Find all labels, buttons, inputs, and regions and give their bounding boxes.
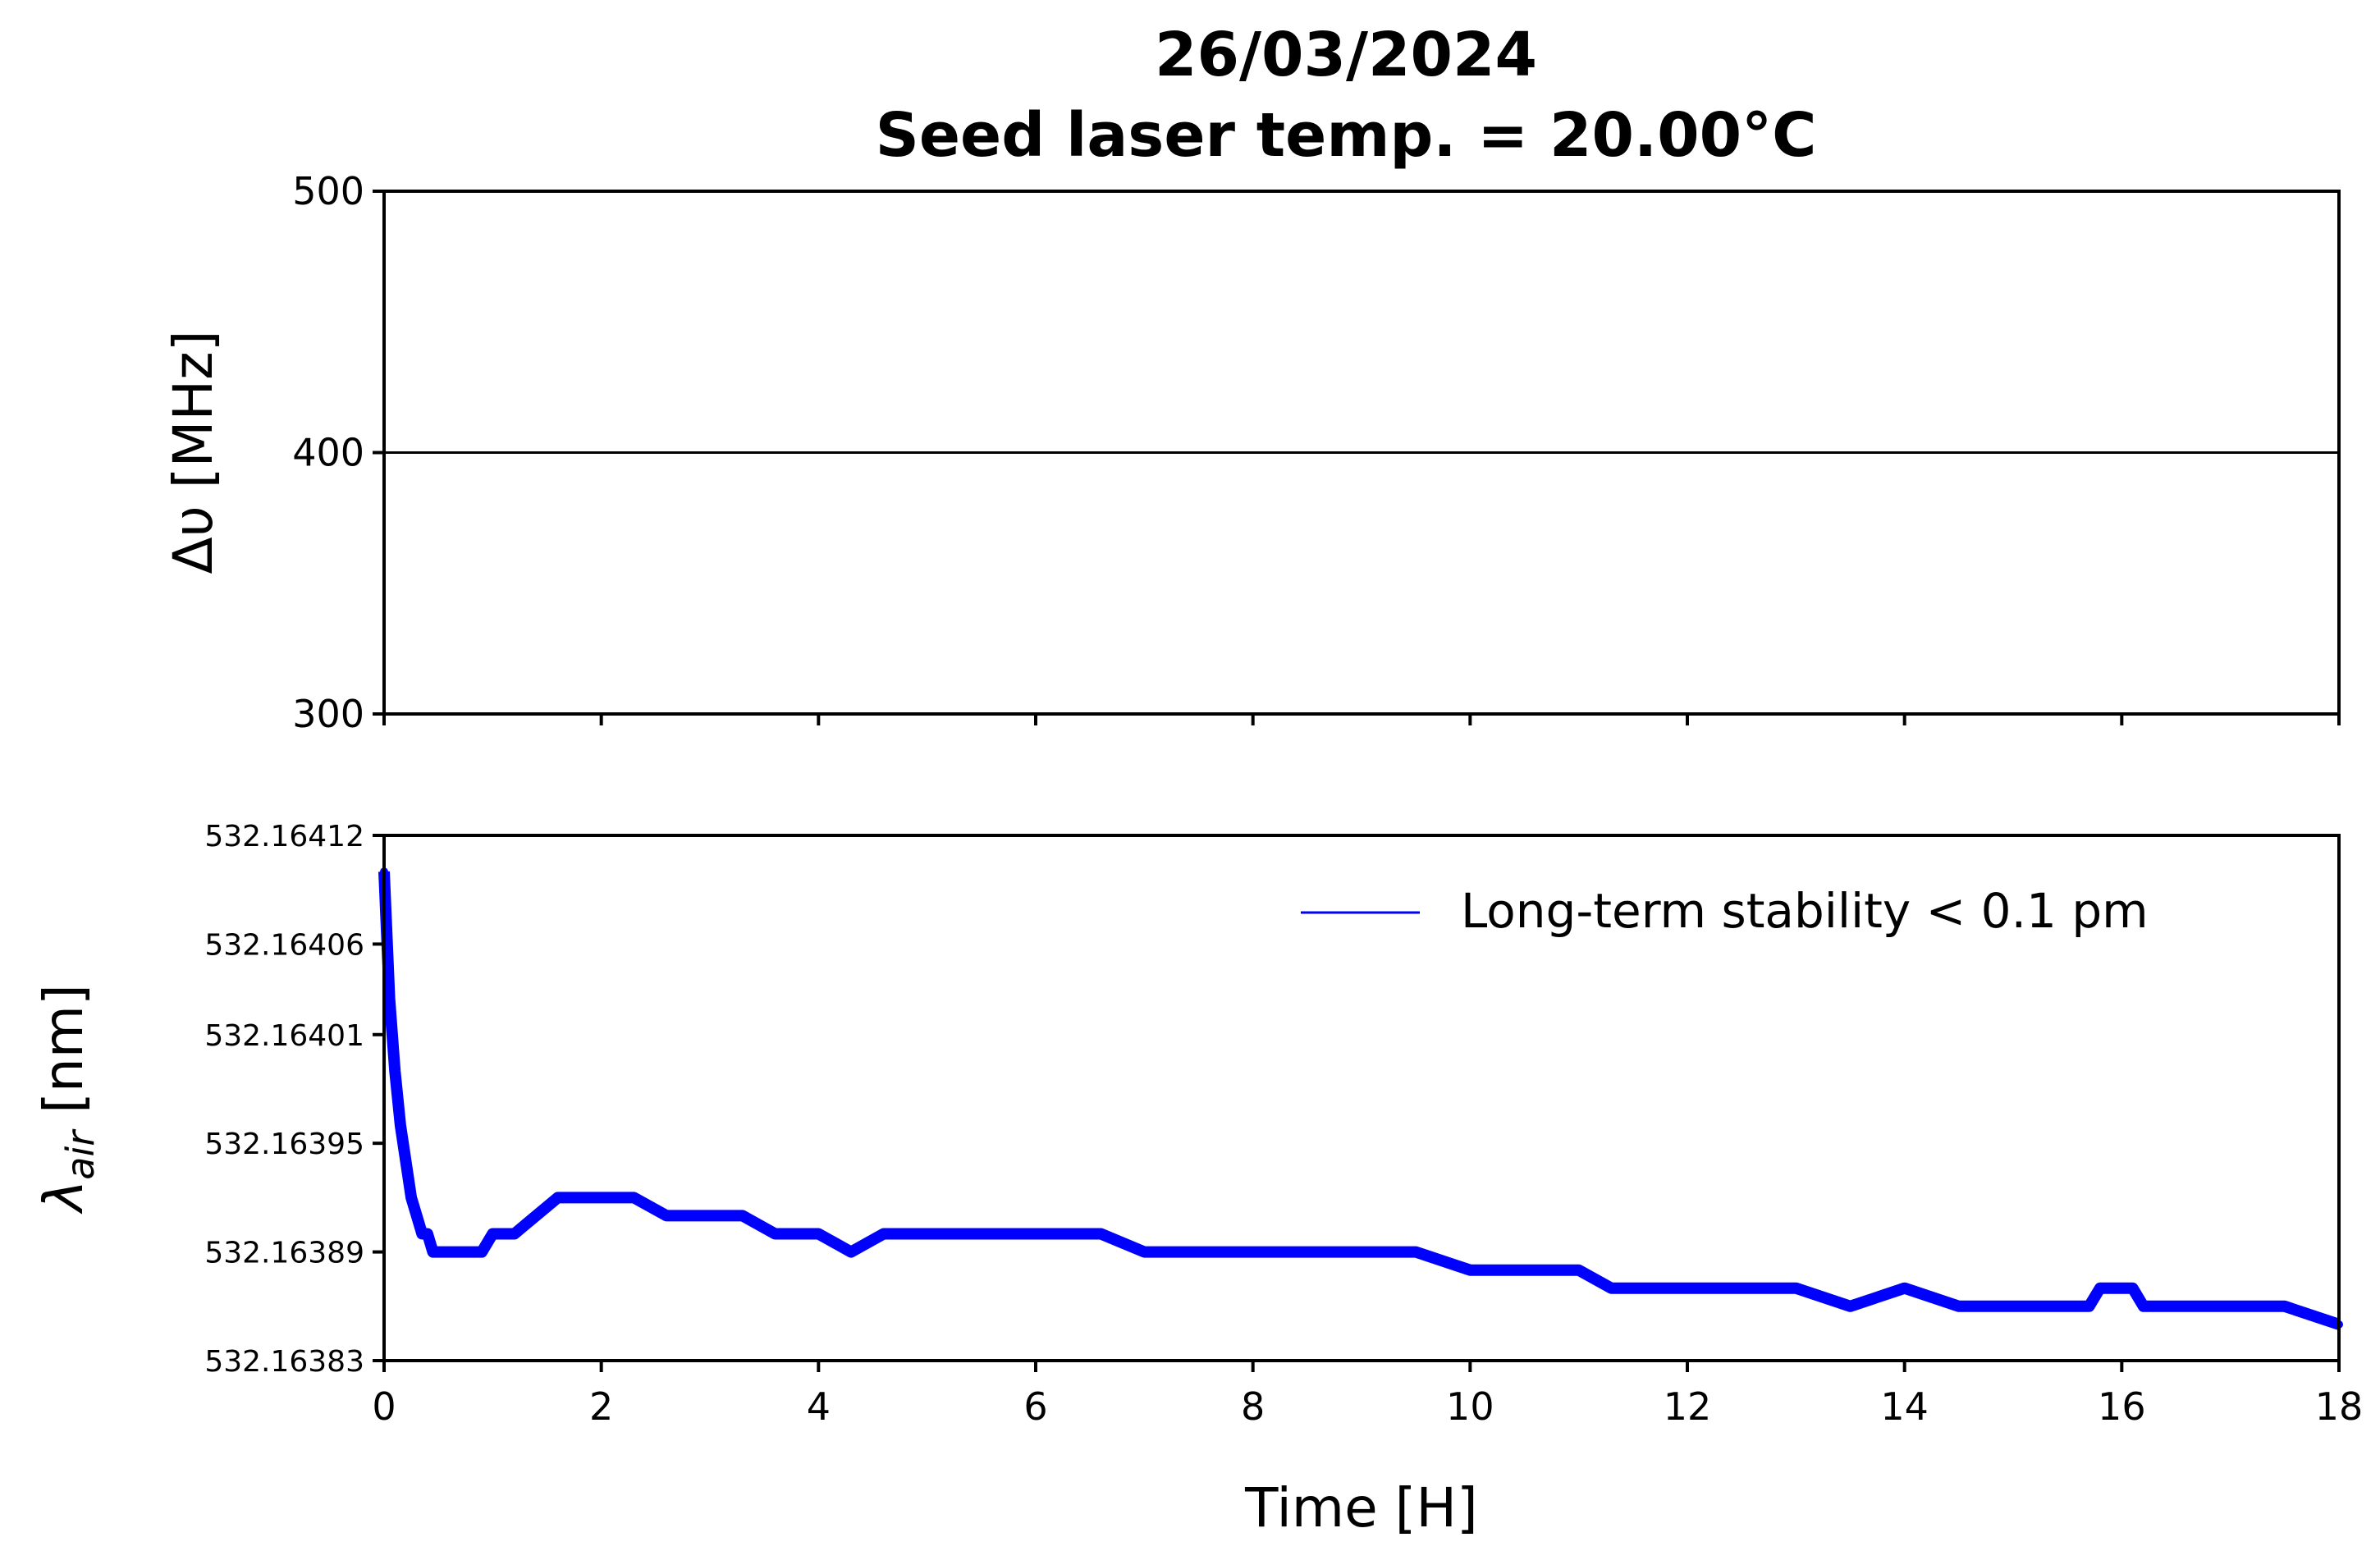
bottom-series-line-0 <box>378 871 2341 1330</box>
top-y-tick-label: 400 <box>292 431 364 475</box>
bottom-x-tick-label: 16 <box>2098 1384 2146 1429</box>
bottom-x-tick-label: 12 <box>1664 1384 1712 1429</box>
bottom-data-point <box>1053 1229 1062 1238</box>
bottom-data-point <box>1248 1247 1257 1256</box>
bottom-x-axis-label: Time [H] <box>1244 1476 1478 1540</box>
bottom-data-point <box>1357 1247 1366 1256</box>
bottom-y-tick-label: 532.16401 <box>204 1019 364 1053</box>
top-panel: 300 400 500 Δυ [MHz] <box>162 169 2341 736</box>
bottom-data-point <box>706 1211 714 1220</box>
bottom-data-point <box>2128 1283 2137 1292</box>
bottom-data-point <box>1140 1247 1149 1256</box>
bottom-data-point <box>1520 1265 1529 1274</box>
bottom-data-point <box>1302 1247 1311 1256</box>
bottom-x-tick-label: 2 <box>589 1384 613 1429</box>
bottom-data-point <box>1737 1283 1746 1292</box>
bottom-data-point <box>629 1193 638 1202</box>
bottom-data-point <box>1846 1302 1855 1311</box>
bottom-data-point <box>423 1229 432 1238</box>
legend: Long-term stability < 0.1 pm <box>1301 883 2149 939</box>
bottom-data-point <box>385 994 394 1003</box>
lambda-unit: [nm] <box>32 984 95 1131</box>
bottom-x-tick-label: 18 <box>2315 1384 2364 1429</box>
bottom-data-point <box>597 1193 606 1202</box>
legend-label: Long-term stability < 0.1 pm <box>1461 883 2149 939</box>
bottom-data-point <box>738 1211 747 1220</box>
bottom-x-tick-label: 8 <box>1241 1384 1265 1429</box>
bottom-y-ticks: 532.16383 532.16389 532.16395 532.16401 532.… <box>204 820 384 1379</box>
lambda-symbol: λ <box>32 1180 95 1215</box>
bottom-data-point <box>2009 1302 2017 1311</box>
top-y-tick-label: 300 <box>292 692 364 736</box>
bottom-panel: 532.16383 532.16389 532.16395 532.16401 532.… <box>32 820 2363 1540</box>
bottom-x-tick-label: 10 <box>1446 1384 1494 1429</box>
bottom-data-point <box>396 1121 405 1130</box>
bottom-data-point <box>2052 1302 2061 1311</box>
bottom-data-point <box>2226 1302 2235 1311</box>
bottom-data-point <box>922 1229 931 1238</box>
bottom-x-tick-label: 14 <box>1880 1384 1929 1429</box>
bottom-data-point <box>879 1229 888 1238</box>
top-y-axis-label: Δυ [MHz] <box>162 330 225 574</box>
bottom-data-point <box>412 1211 421 1220</box>
bottom-y-tick-label: 532.16406 <box>204 928 364 962</box>
bottom-data-point <box>814 1229 823 1238</box>
bottom-data-point <box>1900 1283 1909 1292</box>
bottom-data-point <box>510 1229 519 1238</box>
bottom-data-point <box>488 1229 497 1238</box>
bottom-data-point <box>771 1229 780 1238</box>
bottom-data-point <box>575 1193 584 1202</box>
bottom-x-tick-label: 6 <box>1023 1384 1047 1429</box>
bottom-data-point <box>966 1229 975 1238</box>
top-axes-frame <box>382 190 2341 716</box>
bottom-data-point <box>847 1247 856 1256</box>
bottom-data-point <box>532 1211 541 1220</box>
bottom-data-point <box>1607 1283 1616 1292</box>
bottom-data-point <box>2095 1283 2104 1292</box>
bottom-y-tick-label: 532.16383 <box>204 1345 364 1379</box>
bottom-data-point <box>1466 1265 1475 1274</box>
bottom-data-point <box>2280 1302 2289 1311</box>
lambda-subscript: air <box>58 1128 103 1180</box>
chart-title-date: 26/03/2024 <box>1155 20 1537 90</box>
bottom-data-point <box>1096 1229 1105 1238</box>
bottom-data-point <box>407 1193 416 1202</box>
bottom-series-group <box>378 867 2343 1330</box>
bottom-axes-frame <box>382 834 2341 1362</box>
chart-title-temperature: Seed laser temp. = 20.00°C <box>876 100 1817 171</box>
bottom-data-point <box>2182 1302 2191 1311</box>
bottom-y-tick-label: 532.16389 <box>204 1237 364 1270</box>
bottom-data-point <box>1954 1302 1963 1311</box>
top-y-ticks: 300 400 500 <box>292 169 384 736</box>
bottom-data-point <box>1683 1283 1691 1292</box>
bottom-data-point <box>1792 1283 1801 1292</box>
bottom-x-tick-label: 4 <box>807 1384 831 1429</box>
bottom-data-point <box>662 1211 671 1220</box>
bottom-data-point <box>1009 1229 1018 1238</box>
bottom-x-tick-label: 0 <box>372 1384 396 1429</box>
bottom-data-point <box>478 1247 487 1256</box>
bottom-data-point <box>2139 1302 2148 1311</box>
bottom-data-point <box>1640 1283 1649 1292</box>
bottom-data-point <box>553 1193 562 1202</box>
bottom-data-point <box>1574 1265 1583 1274</box>
bottom-data-point <box>434 1247 443 1256</box>
top-x-ticks <box>382 714 2341 725</box>
bottom-data-point <box>1173 1247 1182 1256</box>
bottom-data-point <box>1205 1247 1214 1256</box>
bottom-y-tick-label: 532.16412 <box>204 820 364 853</box>
bottom-x-ticks: 0 2 4 6 8 10 12 14 16 18 <box>372 1361 2363 1429</box>
bottom-y-axis-label: λair [nm] <box>32 984 103 1215</box>
bottom-data-point <box>455 1247 465 1256</box>
bottom-y-tick-label: 532.16395 <box>204 1128 364 1161</box>
bottom-data-point <box>1412 1247 1421 1256</box>
bottom-data-point <box>391 1066 400 1075</box>
top-y-tick-label: 500 <box>292 169 364 213</box>
bottom-data-point <box>2085 1302 2094 1311</box>
bottom-data-point <box>401 1157 410 1166</box>
